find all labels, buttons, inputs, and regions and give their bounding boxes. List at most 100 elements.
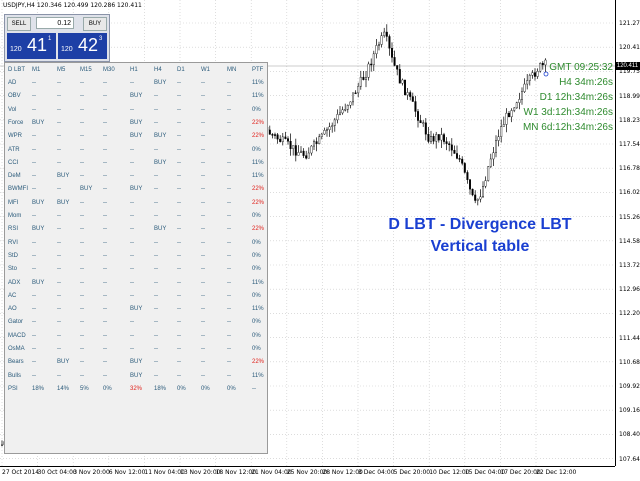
price-axis-label: 112.200 [619,310,640,318]
candle-body [268,129,271,135]
candle-body [1,444,4,447]
signal-cell: -- [177,372,181,379]
time-axis-label: 21 Nov 04:00 [251,469,292,476]
price-axis-label: 117.540 [619,141,640,148]
signal-cell: -- [130,279,134,286]
signal-cell: -- [32,213,36,219]
table-row: Force BUY -- -- -- BUY -- -- -- -- 22% [5,117,267,130]
price-axis[interactable] [615,0,640,466]
signal-cell: -- [57,279,61,286]
signal-cell: -- [227,133,231,140]
table-row: Sto -- -- -- -- -- -- -- -- -- 0% [5,263,267,276]
table-header-cell: M1 [32,67,41,73]
signal-cell: -- [201,346,205,352]
signal-cell: -- [130,199,134,206]
indicator-caption: D LBT - Divergence LBT Vertical table [355,214,605,258]
sell-quote[interactable]: 120 41 1 [7,33,56,59]
signal-cell: -- [177,226,181,233]
candle-body [476,198,479,201]
ptf-cell: 0% [252,266,261,273]
buy-quote-prefix: 120 [61,46,73,53]
psi-cell: 18% [154,385,167,392]
candle-body [518,99,521,103]
signal-cell: -- [201,359,205,366]
buy-quote[interactable]: 120 42 3 [58,33,107,59]
timer-line: W1 3d:12h:34m:26s [523,107,614,118]
signal-cell: -- [201,186,205,193]
ptf-cell: 0% [252,292,261,299]
indicator-name: Bears [8,359,24,366]
signal-cell: -- [177,80,181,86]
candle-body [294,145,297,156]
signal-cell: -- [57,80,61,86]
signal-cell: -- [154,93,158,100]
signal-cell: -- [177,93,181,100]
signal-cell: -- [177,173,181,180]
table-row: Bulls -- -- -- -- BUY -- -- -- -- 11% [5,370,267,383]
psi-cell: 32% [130,385,143,392]
psi-cell: 14% [57,385,70,392]
signal-cell: -- [201,239,205,246]
signal-cell: -- [80,239,84,246]
candle-body [515,102,518,109]
time-axis-label: 5 Dec 20:00 [393,469,431,476]
timer-line: MN 6d:12h:34m:26s [522,122,613,133]
psi-cell: 18% [32,385,45,392]
signal-cell: -- [227,252,231,259]
signal-cell: BUY [32,119,45,126]
table-row: Mom -- -- -- -- -- -- -- -- -- 0% [5,210,267,223]
signal-cell: BUY [154,159,167,166]
ptf-cell: 0% [252,252,261,259]
signal-cell: -- [154,239,158,246]
price-axis-label: 111.440 [619,334,640,342]
candle-body [310,145,313,154]
psi-cell: 5% [80,385,89,392]
lot-size-input[interactable]: 0.12 [36,17,74,29]
time-axis[interactable] [0,466,615,481]
candle-body [466,172,469,180]
ptf-cell: 0% [252,346,261,352]
time-axis-label: 3 Nov 20:00 [73,469,110,476]
candle-body [417,111,420,121]
candle-body [284,136,287,139]
candle-body [276,134,279,140]
signal-cell: -- [80,133,84,140]
candle-body [328,126,331,130]
buy-button[interactable]: BUY [83,17,107,31]
indicator-name: CCI [8,159,19,166]
caption-subtitle: Vertical table [430,238,530,255]
table-row: StD -- -- -- -- -- -- -- -- -- 0% [5,250,267,263]
indicator-name: Mom [8,213,22,219]
candle-body [435,134,438,142]
candle-body [287,138,290,142]
price-axis-label: 118.230 [619,116,640,124]
signal-cell: -- [32,252,36,259]
signal-cell: -- [201,159,205,166]
table-row: Gator -- -- -- -- -- -- -- -- -- 0% [5,316,267,329]
signal-cell: BUY [130,306,143,313]
sell-button[interactable]: SELL [7,17,31,31]
signal-cell: -- [227,359,231,366]
table-row: ATR -- -- -- -- -- -- -- -- -- 0% [5,144,267,157]
signal-cell: BUY [130,93,143,100]
signal-cell: -- [177,133,181,140]
signal-cell: -- [177,319,181,326]
candle-body [388,36,391,49]
candle-body [450,144,453,151]
price-axis-label: 115.260 [619,213,640,221]
signal-cell: -- [80,252,84,259]
signal-cell: -- [201,226,205,233]
time-axis-label: 28 Nov 12:00 [322,469,363,476]
indicator-name: ADX [8,279,21,286]
table-row: WPR -- -- -- -- BUY BUY -- -- -- 22% [5,130,267,143]
table-row: AO -- -- -- -- BUY -- -- -- -- 11% [5,303,267,316]
price-axis-label: 114.580 [619,237,640,245]
signal-cell: -- [177,213,181,219]
signal-cell: -- [103,306,107,313]
signal-cell: -- [32,239,36,246]
indicator-name: Sto [8,266,18,273]
candle-body [437,134,440,141]
signal-cell: -- [130,252,134,259]
signal-cell: -- [57,266,61,273]
signal-cell: -- [227,213,231,219]
